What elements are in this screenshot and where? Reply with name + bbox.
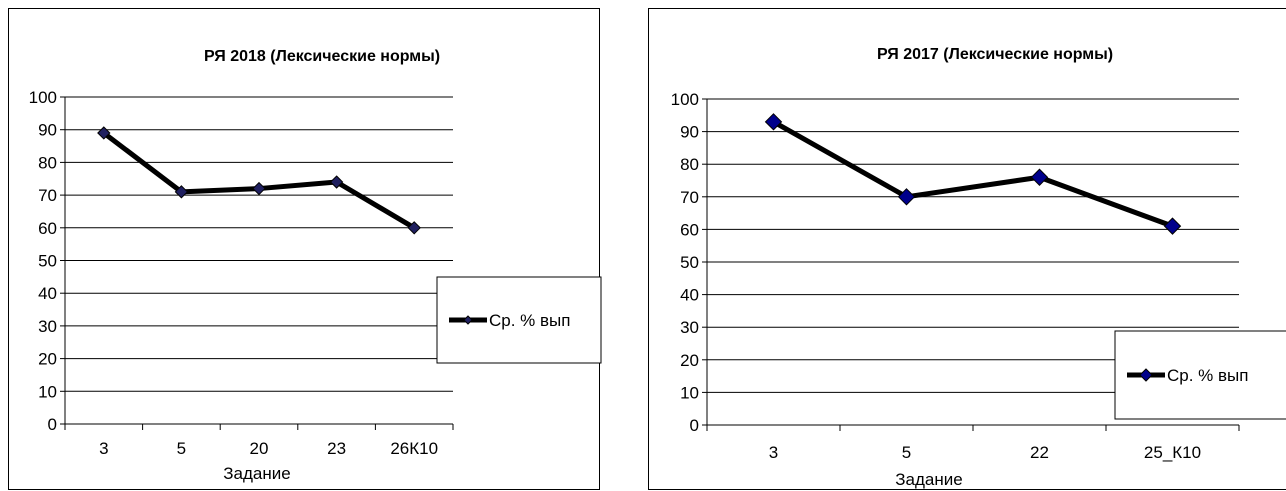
chart-2017-data-point	[897, 188, 916, 206]
chart-2018-y-tick-label: 0	[48, 415, 57, 434]
chart-2017-x-axis-label: Задание	[895, 470, 962, 489]
chart-2017-series-line	[772, 119, 1174, 229]
chart-2017-data-point	[1030, 168, 1049, 186]
chart-2018-x-tick-label: 3	[99, 439, 108, 458]
chart-2018-y-tick-label: 40	[38, 284, 57, 303]
chart-2018-y-tick-label: 70	[38, 186, 57, 205]
chart-2017-y-tick-label: 50	[680, 253, 699, 272]
chart-2018-x-tick-label: 20	[250, 439, 269, 458]
chart-2017-x-tick-label: 5	[902, 443, 911, 462]
chart-2017-x-tick-label: 25_К10	[1144, 443, 1201, 462]
chart-2018-x-tick-label: 5	[177, 439, 186, 458]
chart-2018-x-tick-label: 26К10	[390, 439, 438, 458]
chart-2017-legend-label: Ср. % вып	[1167, 366, 1248, 385]
chart-2017-data-point	[1163, 217, 1182, 235]
chart-2018-data-point	[97, 126, 111, 140]
chart-2018-data-point	[407, 221, 421, 235]
chart-2017-y-tick-label: 40	[680, 286, 699, 305]
chart-2018-y-tick-label: 50	[38, 252, 57, 271]
chart-2017-y-tick-label: 90	[680, 123, 699, 142]
chart-2017-y-tick-label: 30	[680, 318, 699, 337]
chart-2018-legend-label: Ср. % вып	[489, 311, 570, 330]
chart-2017-y-tick-label: 0	[690, 416, 699, 435]
chart-2018-y-tick-label: 80	[38, 153, 57, 172]
chart-2017-y-tick-label: 10	[680, 383, 699, 402]
chart-2018-y-tick-label: 100	[29, 88, 57, 107]
chart-2017-y-tick-label: 60	[680, 220, 699, 239]
chart-2017-y-tick-label: 20	[680, 351, 699, 370]
chart-2018-y-tick-label: 10	[38, 382, 57, 401]
chart-2018-series-line	[102, 130, 416, 230]
chart-2017-title: РЯ 2017 (Лексические нормы)	[877, 46, 1113, 63]
chart-2018-x-tick-label: 23	[327, 439, 346, 458]
chart-2018-data-point	[174, 185, 189, 199]
chart-2017-x-tick-label: 22	[1030, 443, 1049, 462]
chart-2018-data-point	[329, 175, 344, 189]
chart-2017: РЯ 2017 (Лексические нормы) 0 10 20 30 40 50 60…	[648, 8, 1286, 490]
chart-2018-x-axis-label: Задание	[223, 464, 290, 483]
chart-2018-y-tick-label: 60	[38, 219, 57, 238]
chart-2018-svg: РЯ 2018 (Лексические нормы) 0 10 20 30 40 50 60…	[29, 48, 602, 483]
chart-2017-y-tick-label: 100	[671, 90, 699, 109]
chart-2018-legend-swatch-marker	[463, 315, 473, 325]
chart-2017-data-point	[764, 113, 783, 131]
chart-2017-x-tick-label: 3	[769, 443, 778, 462]
chart-2017-svg: РЯ 2017 (Лексические нормы) 0 10 20 30 40 50 60…	[671, 46, 1286, 489]
chart-2018-y-tick-label: 30	[38, 317, 57, 336]
chart-2017-y-tick-label: 80	[680, 155, 699, 174]
chart-2018-y-tick-label: 90	[38, 121, 57, 140]
chart-2018-y-tick-label: 20	[38, 350, 57, 369]
chart-2018-data-point	[252, 181, 266, 196]
chart-2018-title: РЯ 2018 (Лексические нормы)	[204, 48, 440, 65]
chart-2018: РЯ 2018 (Лексические нормы) 0 10 20 30 40 50 60…	[8, 8, 602, 490]
chart-2017-y-tick-label: 70	[680, 188, 699, 207]
chart-2017-legend-swatch-marker	[1139, 368, 1153, 382]
